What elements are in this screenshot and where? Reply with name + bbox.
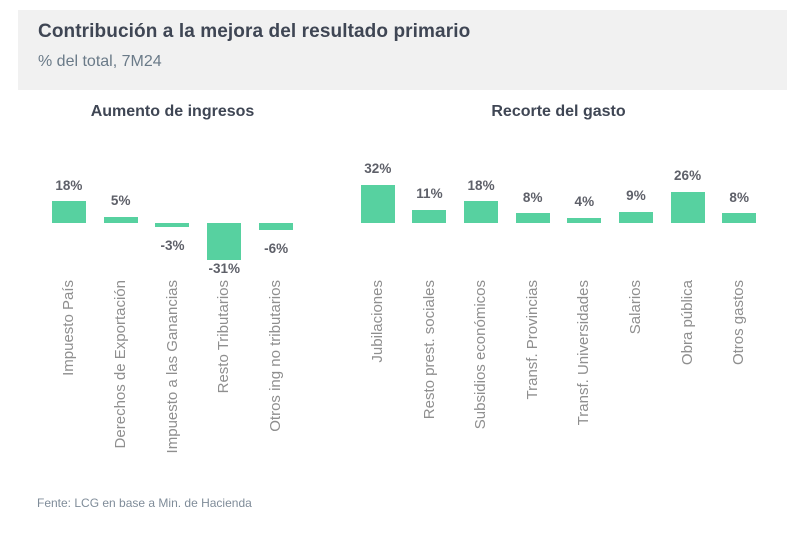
bars-area-gasto: 32% 11% 18% 8% 4% 9% 26% 8% — [352, 137, 765, 267]
bar-value-label: 5% — [110, 193, 131, 209]
bar-value-label: 18% — [55, 177, 83, 193]
category-label: Impuesto a las Ganancias — [163, 280, 181, 454]
category-label: Resto prest. sociales — [420, 280, 438, 420]
group-title-gasto: Recorte del gasto — [491, 103, 626, 120]
category-label-cell: Otros ing no tributarios — [250, 280, 302, 485]
category-label-cell: Impuesto País — [43, 280, 95, 485]
chart-subtitle: % del total, 7M24 — [38, 53, 162, 70]
bars-area-ingresos: 18% 5% -3% -31% -6% — [43, 137, 302, 276]
category-axis-ingresos: Impuesto País Derechos de Exportación Impu… — [43, 280, 302, 485]
category-label-cell: Impuesto a las Ganancias — [147, 280, 199, 485]
category-label-cell: Transf. Universidades — [559, 280, 611, 485]
bar-value-label: -31% — [208, 261, 241, 277]
chart-column: 26% — [662, 137, 714, 267]
chart-column: 8% — [713, 137, 765, 267]
chart-group-recorte-gasto: Recorte del gasto 32% 11% 18% 8% 4% 9% 26% 8% J… — [352, 103, 765, 485]
bar — [51, 201, 86, 223]
chart-column: 5% — [95, 137, 147, 267]
chart-column: 4% — [559, 137, 611, 267]
bar — [259, 223, 294, 231]
category-label: Otros ing no tributarios — [267, 280, 285, 432]
bar-value-label: 26% — [674, 167, 702, 183]
category-label-cell: Jubilaciones — [352, 280, 404, 485]
bar-value-label: 4% — [574, 194, 595, 210]
category-label: Jubilaciones — [368, 280, 386, 363]
bar — [360, 184, 395, 223]
bar — [515, 213, 550, 223]
bar-value-label: 9% — [626, 188, 646, 204]
category-label: Salarios — [627, 280, 645, 335]
bar-value-label: 8% — [729, 189, 749, 205]
category-label-cell: Resto Tributarios — [198, 280, 250, 485]
bar — [722, 213, 757, 223]
chart-column: 18% — [43, 137, 95, 267]
bar-value-label: -6% — [264, 241, 289, 257]
bar-value-label: 8% — [522, 189, 543, 205]
chart-group-aumento-ingresos: Aumento de ingresos 18% 5% -3% -31% -6% Impu… — [43, 103, 302, 485]
category-label: Impuesto País — [60, 280, 78, 376]
category-label: Derechos de Exportación — [111, 280, 129, 449]
category-label-cell: Resto prest. sociales — [404, 280, 456, 485]
chart-column: 32% — [352, 137, 404, 267]
chart-column: 8% — [507, 137, 559, 267]
chart-column: 11% — [404, 137, 456, 267]
chart-column: -6% — [250, 137, 302, 267]
group-title-ingresos: Aumento de ingresos — [90, 103, 255, 120]
chart-title: Contribución a la mejora del resultado p… — [38, 21, 471, 42]
category-label: Obra pública — [678, 280, 696, 366]
source-note: Fente: LCG en base a Min. de Hacienda — [37, 496, 252, 510]
category-label-cell: Obra pública — [662, 280, 714, 485]
bar — [567, 218, 602, 223]
category-label: Otros gastos — [730, 280, 748, 366]
bar — [207, 223, 242, 261]
bar-value-label: 18% — [467, 177, 495, 193]
category-label-cell: Transf. Provincias — [507, 280, 559, 485]
category-label-cell: Salarios — [610, 280, 662, 485]
category-label: Transf. Universidades — [575, 280, 593, 426]
bar — [670, 191, 705, 223]
category-axis-gasto: Jubilaciones Resto prest. sociales Subsidi… — [352, 280, 765, 485]
bar — [155, 223, 190, 227]
chart-column: -31% — [198, 137, 250, 276]
chart-column: 9% — [610, 137, 662, 267]
bar-value-label: -3% — [160, 237, 185, 253]
bar — [464, 201, 499, 223]
chart-column: -3% — [147, 137, 199, 267]
bar — [618, 212, 653, 223]
chart-header: Contribución a la mejora del resultado p… — [18, 10, 787, 90]
category-label: Resto Tributarios — [215, 280, 233, 394]
bar — [412, 209, 447, 223]
bar — [103, 217, 138, 223]
category-label-cell: Derechos de Exportación — [95, 280, 147, 485]
chart-column: 18% — [455, 137, 507, 267]
bar-value-label: 11% — [416, 185, 443, 201]
category-label: Transf. Provincias — [523, 280, 541, 400]
category-label-cell: Subsidios económicos — [455, 280, 507, 485]
category-label-cell: Otros gastos — [713, 280, 765, 485]
category-label: Subsidios económicos — [472, 280, 490, 430]
bar-value-label: 32% — [364, 160, 392, 176]
